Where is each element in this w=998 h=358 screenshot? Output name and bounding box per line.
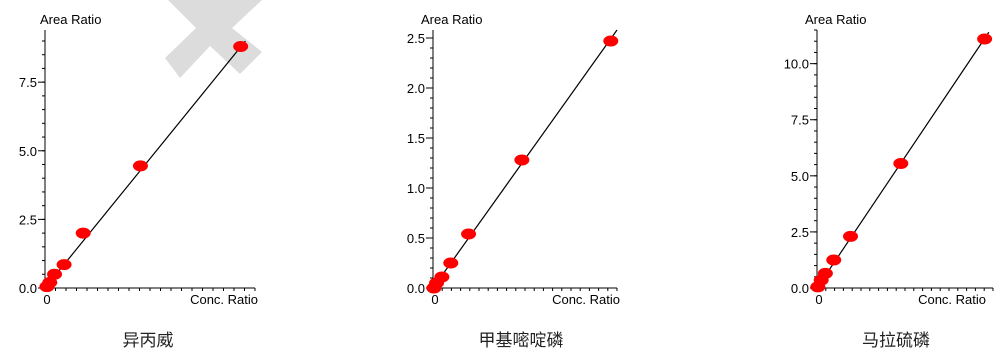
chart-1-x-tick-label: 0 [43,292,50,307]
chart-1-y-tick-label: 7.5 [19,75,37,90]
chart-3-y-tick-label: 7.5 [791,113,809,128]
chart-1-data-point [132,160,148,172]
chart-2-x-tick-label: 0 [431,292,438,307]
chart-1-data-point [56,259,72,271]
chart-3-y-tick-label: 10.0 [784,57,809,72]
chart-2-y-tick-label: 1.5 [407,131,425,146]
chart-3-data-point [817,267,833,279]
chart-3-data-point [826,254,842,266]
chart-1-y-tick-label: 0.0 [19,281,37,296]
chart-3: 0.0 2.5 5.0 7.5 10.0 0 Area Ratio Conc. Ratio [784,12,994,307]
chart-2-data-point [603,35,619,47]
chart-2-data-point [443,257,459,269]
chart-1-caption: 异丙威 [123,331,174,351]
chart-2-y-tick-label: 1.0 [407,181,425,196]
chart-2-y-tick-label: 0.0 [407,281,425,296]
chart-2-y-tick-label: 0.5 [407,231,425,246]
chart-1-data-point [75,227,91,239]
chart-1-data-point [47,268,63,280]
chart-2-data-point [514,154,530,166]
chart-2-y-tick-label: 2.0 [407,81,425,96]
chart-3-caption: 马拉硫磷 [862,331,930,351]
chart-3-data-point [843,230,859,242]
chart-1-y-tick-label: 2.5 [19,212,37,227]
chart-2-y-axis-title: Area Ratio [421,12,482,27]
chart-1-y-axis-title: Area Ratio [40,12,101,27]
chart-1-y-tick-label: 5.0 [19,144,37,159]
chart-3-y-tick-label: 2.5 [791,225,809,240]
watermark-arrow-icon [165,0,262,78]
chart-2-y-tick-label: 2.5 [407,31,425,46]
chart-3-y-axis-title: Area Ratio [805,12,866,27]
chart-3-data-point [893,157,909,169]
chart-1-data-point [233,40,249,52]
chart-2: 0.0 0.5 1.0 1.5 2.0 2.5 0 Area Ratio Conc. Ratio [407,12,620,307]
chart-1-data-point [42,277,58,289]
chart-3-y-tick-label: 5.0 [791,169,809,184]
chart-2-x-axis-title: Conc. Ratio [552,292,620,307]
chart-3-x-axis-title: Conc. Ratio [918,292,986,307]
chart-3-x-tick-label: 0 [815,292,822,307]
chart-1-x-axis-title: Conc. Ratio [190,292,258,307]
chart-2-data-point [461,228,477,240]
chart-3-y-tick-label: 0.0 [791,281,809,296]
chart-2-caption: 甲基嘧啶磷 [479,331,564,351]
chart-2-data-point [434,271,450,283]
chart-3-data-point [977,33,993,45]
chart-1: 0.0 2.5 5.0 7.5 0 Area Ratio Conc. Ratio [19,12,258,307]
